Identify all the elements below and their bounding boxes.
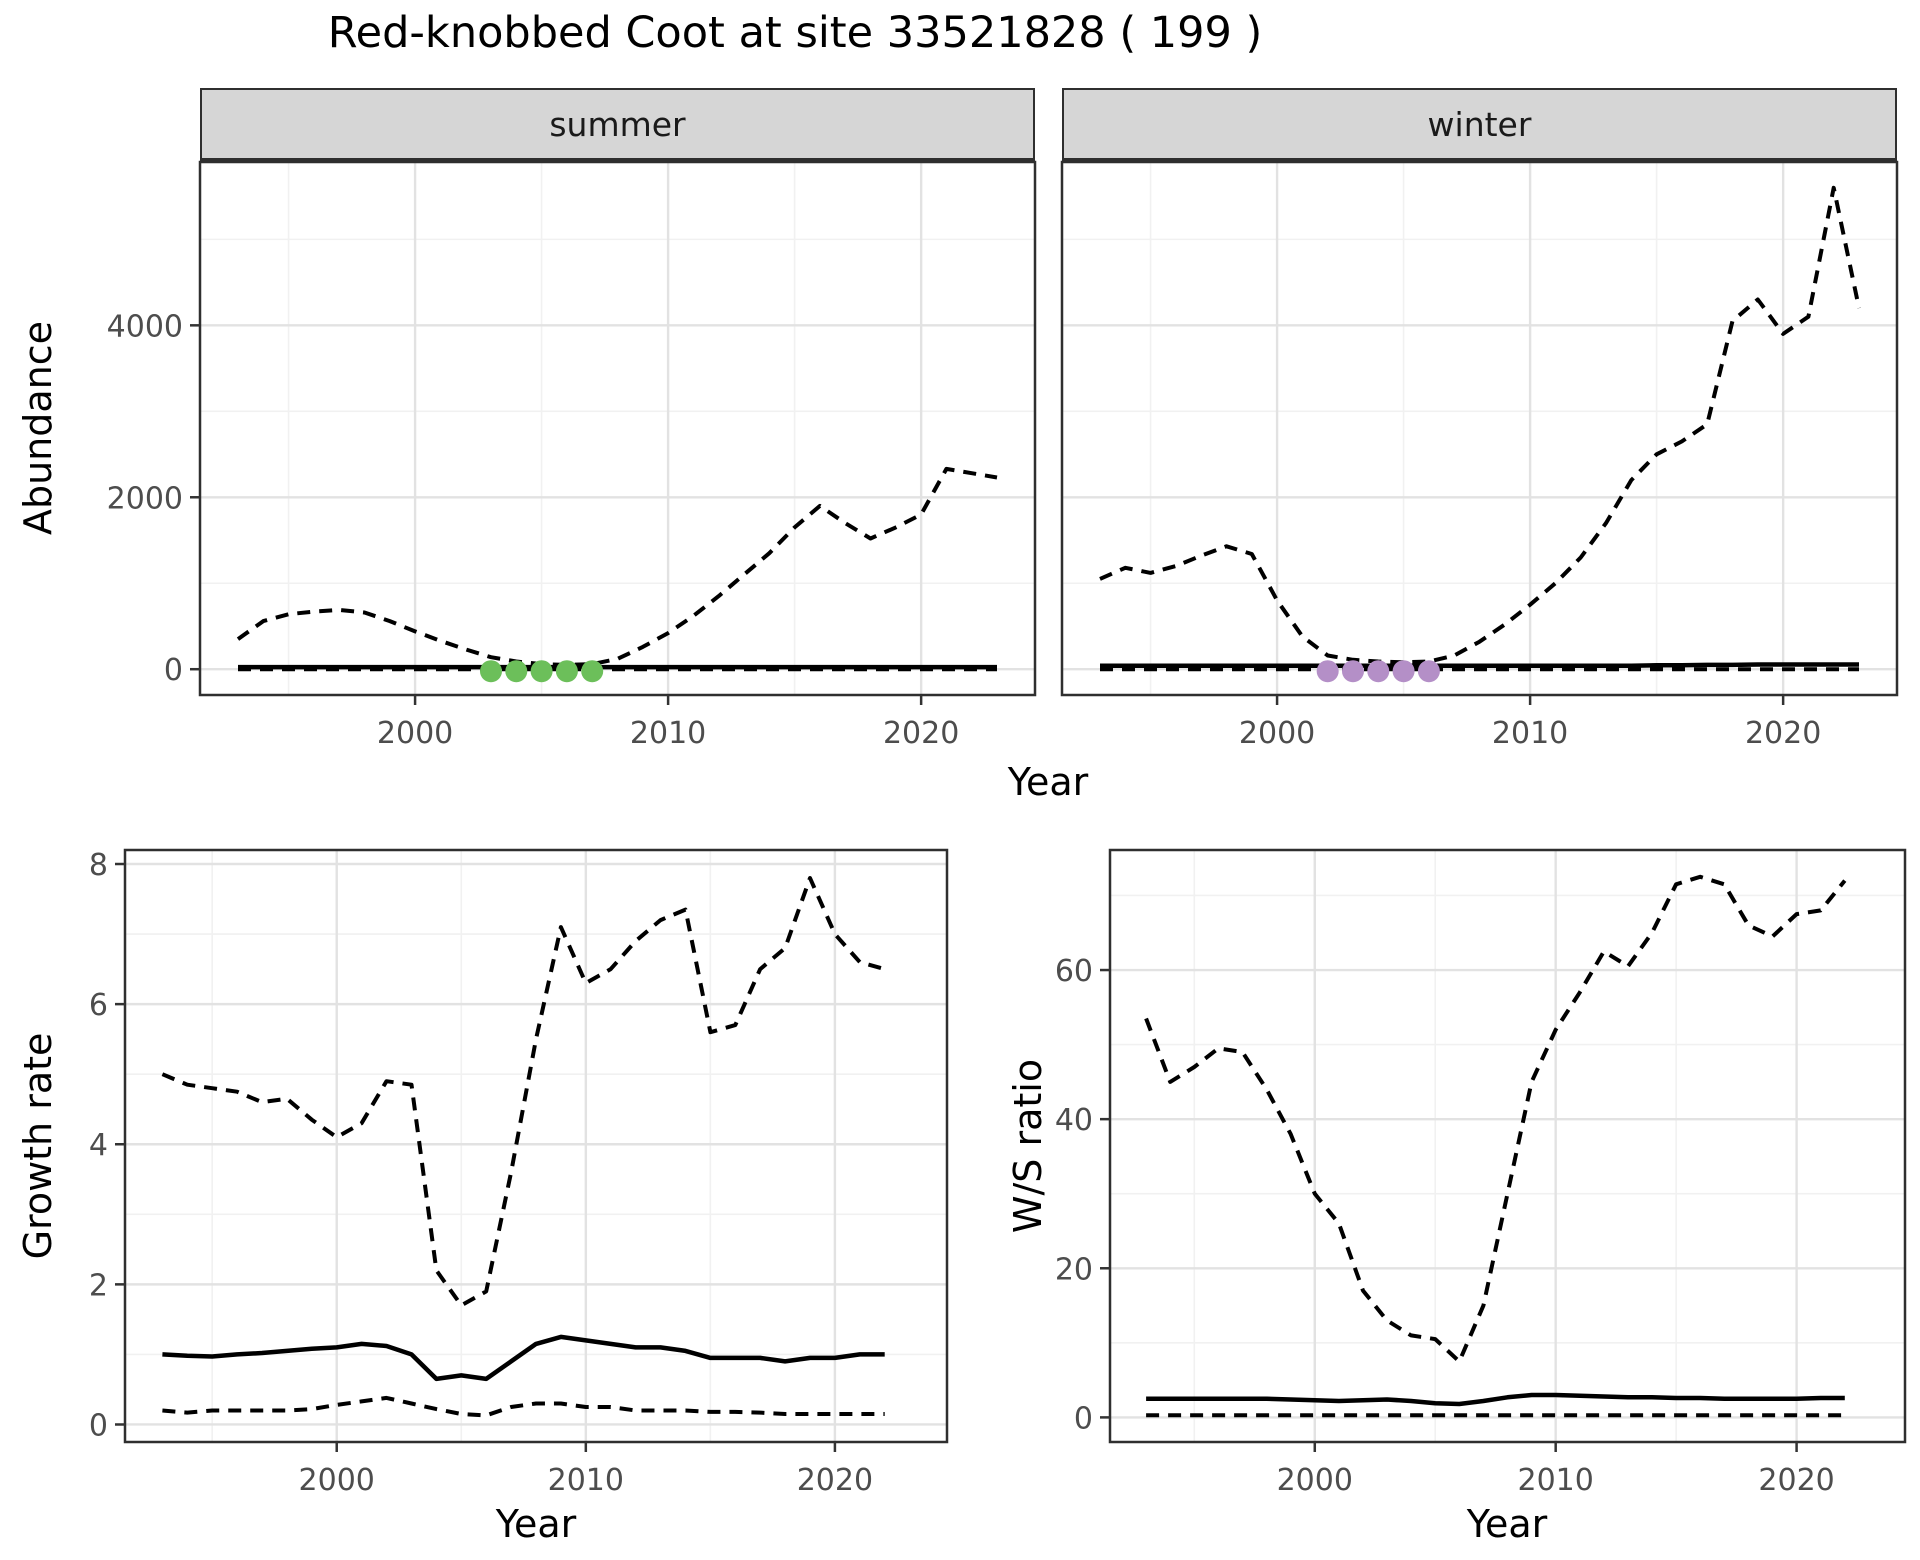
y-tick-label: 2000 xyxy=(107,481,183,516)
y-tick-label: 60 xyxy=(1055,954,1093,989)
facet-strip-winter-label: winter xyxy=(1427,104,1532,144)
x-axis-title-ws: Year xyxy=(1466,1502,1548,1546)
y-tick-label: 0 xyxy=(89,1408,108,1443)
x-tick-label: 2020 xyxy=(883,716,959,751)
abundance-summer-upper-ci-line xyxy=(236,466,998,667)
y-axis-title-growth-rate: Growth rate xyxy=(16,1032,60,1260)
y-tick-label: 0 xyxy=(164,653,183,688)
growth-rate-upper-ci-line xyxy=(161,876,886,1308)
x-axis-title-top: Year xyxy=(1007,760,1089,804)
abundance-winter-highlight-point xyxy=(1392,660,1415,683)
growth-rate-lower-ci-line xyxy=(162,1395,885,1418)
x-tick-label: 2020 xyxy=(1758,1463,1834,1498)
growth-rate-median-line xyxy=(162,1334,885,1382)
abundance-summer-highlight-point xyxy=(479,660,502,683)
figure-title: Red-knobbed Coot at site 33521828 ( 199 … xyxy=(327,8,1263,58)
facet-strip-summer: summer xyxy=(200,88,1035,162)
ws-ratio-upper-ci-line xyxy=(1144,874,1847,1364)
x-tick-label: 2000 xyxy=(1277,1463,1353,1498)
facet-strip-winter: winter xyxy=(1062,88,1897,162)
abundance-winter-upper-ci-line xyxy=(1099,185,1861,665)
y-tick-label: 8 xyxy=(89,848,108,883)
x-tick-label: 2000 xyxy=(299,1463,375,1498)
x-tick-label: 2010 xyxy=(1518,1463,1594,1498)
y-tick-label: 4 xyxy=(89,1128,108,1163)
y-tick-label: 6 xyxy=(89,988,108,1023)
abundance-summer-panel xyxy=(200,162,1035,695)
ws-ratio-panel xyxy=(1110,850,1905,1442)
x-tick-label: 2010 xyxy=(1492,716,1568,751)
x-axis-title-growth: Year xyxy=(495,1502,577,1546)
abundance-winter-highlight-point xyxy=(1341,660,1364,683)
x-tick-label: 2010 xyxy=(548,1463,624,1498)
y-axis-title-ws-ratio: W/S ratio xyxy=(1006,1058,1050,1234)
abundance-winter-highlight-point xyxy=(1417,660,1440,683)
x-tick-label: 2000 xyxy=(1239,716,1315,751)
abundance-summer-highlight-point xyxy=(505,660,528,683)
y-tick-label: 40 xyxy=(1055,1103,1093,1138)
y-tick-label: 20 xyxy=(1055,1252,1093,1287)
growth-rate-border xyxy=(123,848,949,1444)
abundance-winter-border xyxy=(1060,160,1899,697)
facet-strip-summer-label: summer xyxy=(549,104,686,144)
abundance-winter-highlight-point xyxy=(1316,660,1339,683)
x-tick-label: 2020 xyxy=(797,1463,873,1498)
x-tick-label: 2010 xyxy=(630,716,706,751)
y-axis-title-abundance: Abundance xyxy=(16,320,60,536)
abundance-summer-highlight-point xyxy=(555,660,578,683)
y-tick-label: 2 xyxy=(89,1268,108,1303)
abundance-winter-highlight-point xyxy=(1367,660,1390,683)
y-tick-label: 4000 xyxy=(107,309,183,344)
abundance-summer-highlight-point xyxy=(530,660,553,683)
ws-ratio-median-line xyxy=(1146,1392,1845,1407)
x-tick-label: 2020 xyxy=(1745,716,1821,751)
x-tick-label: 2000 xyxy=(377,716,453,751)
abundance-winter-panel xyxy=(1062,162,1897,695)
y-tick-label: 0 xyxy=(1074,1401,1093,1436)
abundance-summer-border xyxy=(198,160,1037,697)
abundance-summer-highlight-point xyxy=(581,660,604,683)
ws-ratio-border xyxy=(1108,848,1907,1444)
abundance-winter-median-line xyxy=(1100,662,1859,669)
